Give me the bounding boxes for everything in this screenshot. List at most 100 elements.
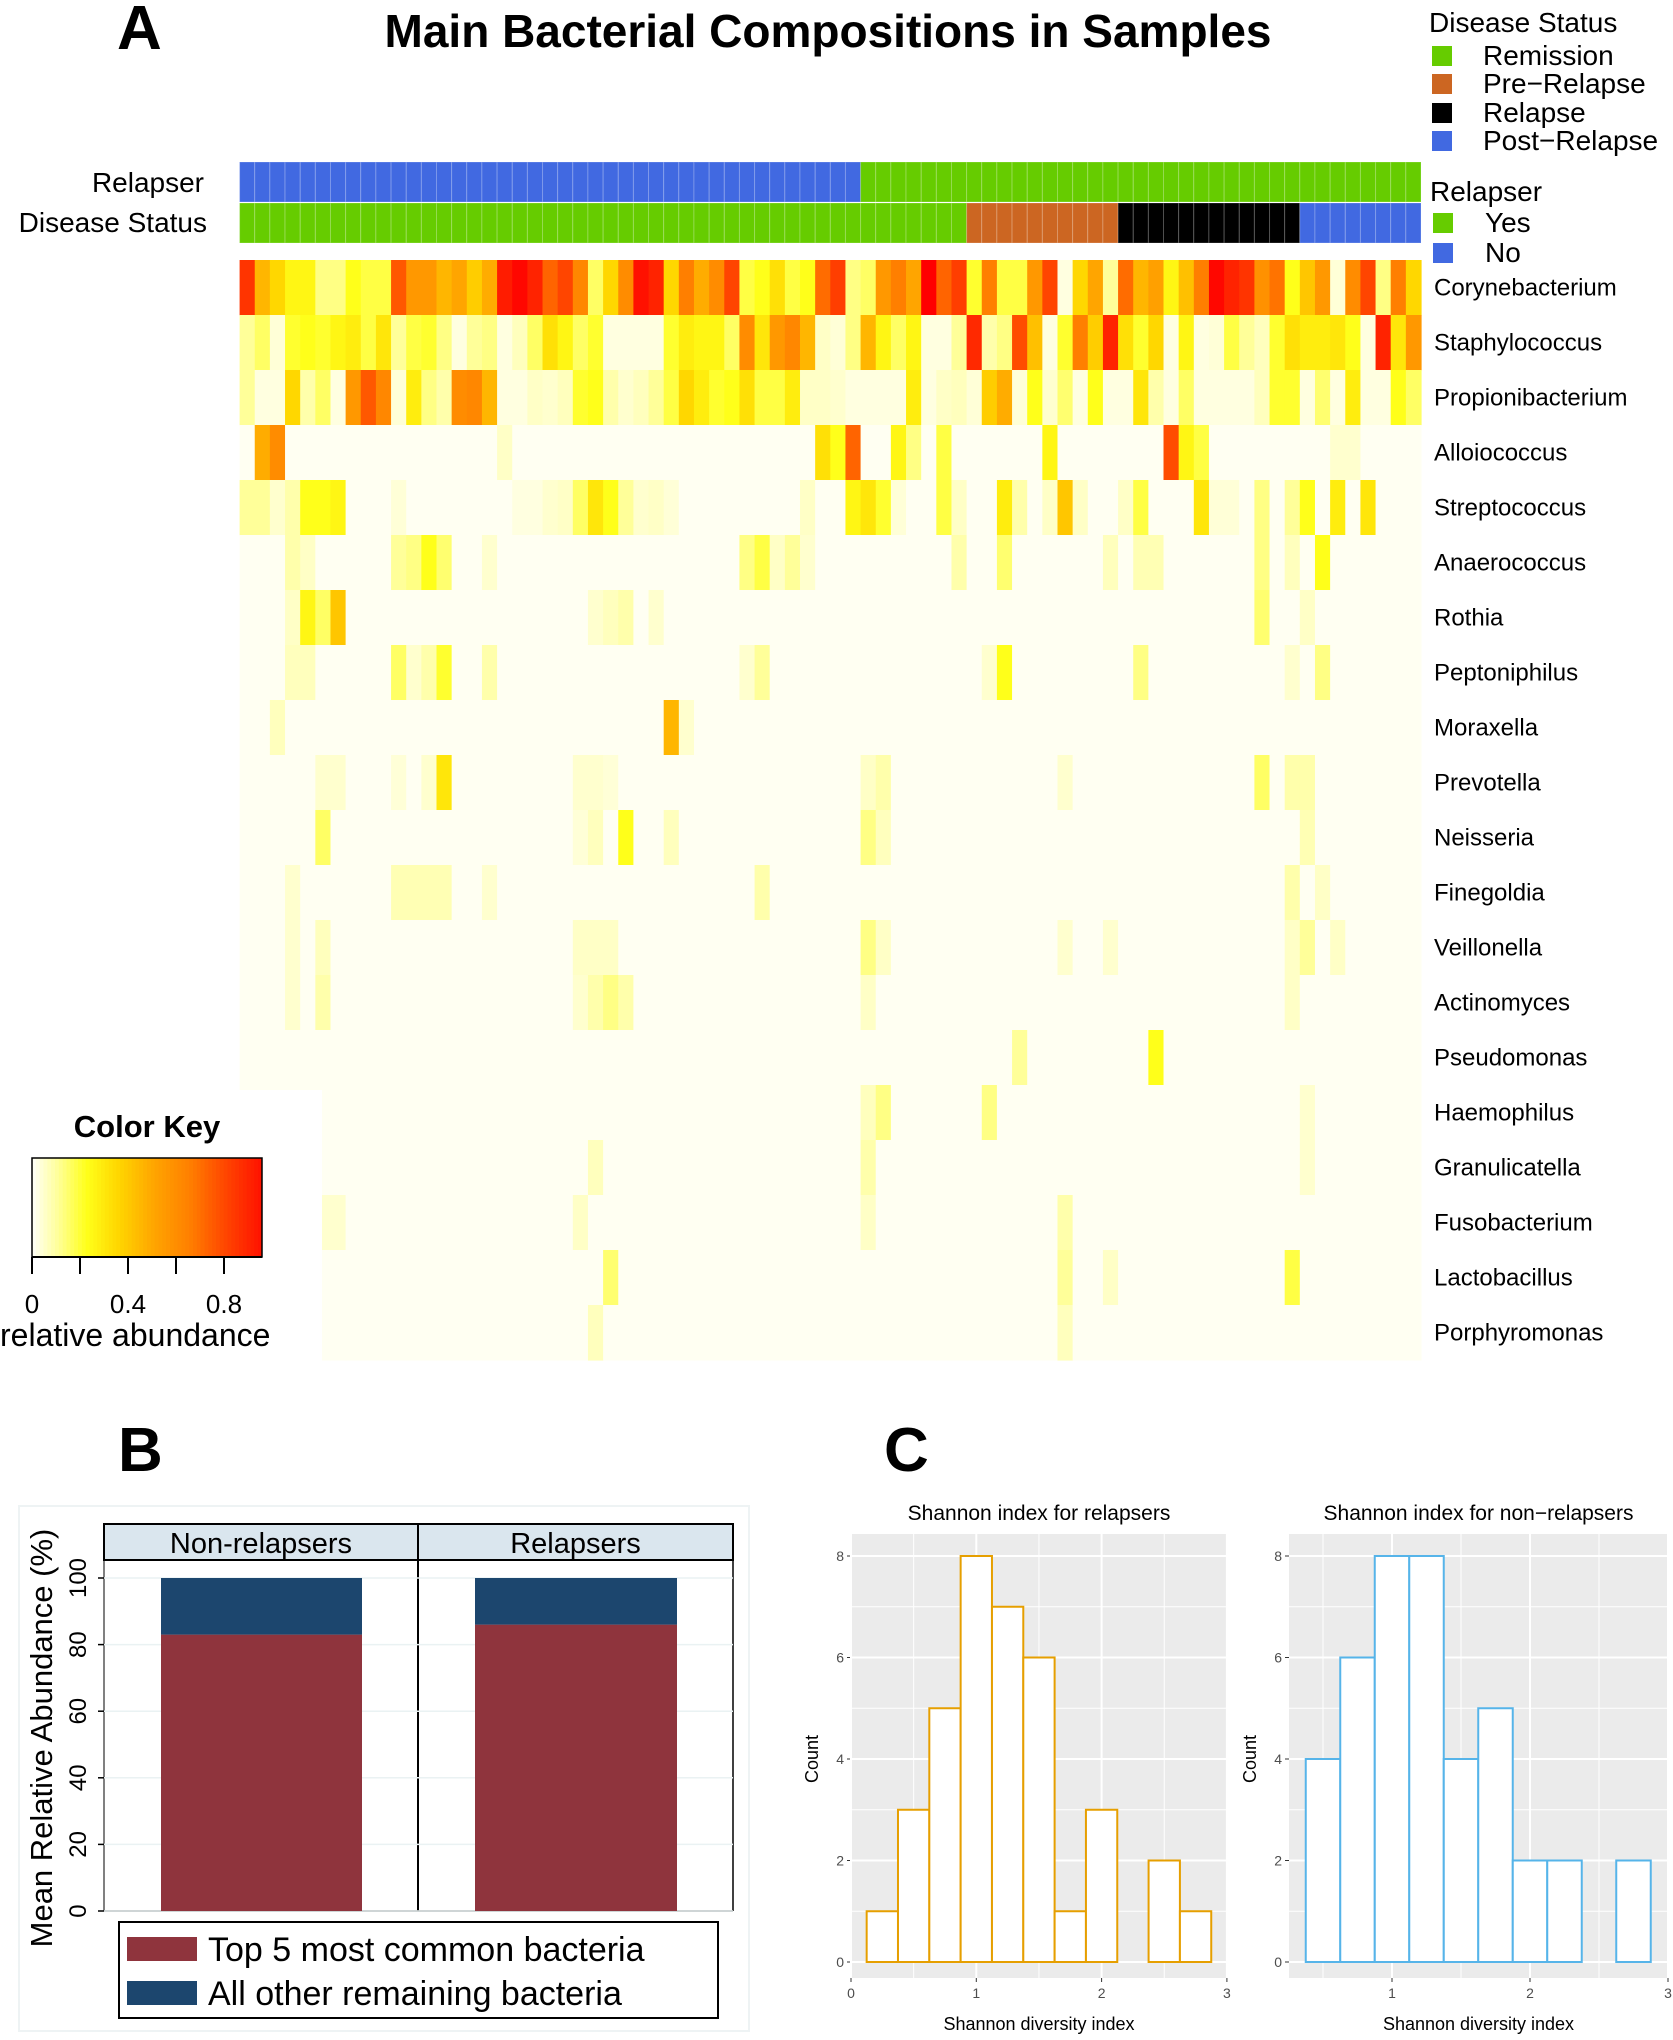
heatmap-cell bbox=[1012, 1305, 1028, 1361]
relapser-annotation-cell bbox=[572, 161, 589, 203]
heatmap-cell bbox=[890, 920, 907, 976]
heatmap-cell bbox=[1027, 1195, 1043, 1251]
heatmap-cell bbox=[784, 1085, 801, 1141]
heatmap-cell bbox=[800, 645, 816, 701]
heatmap-cell bbox=[618, 1250, 634, 1306]
heatmap-cell bbox=[784, 810, 801, 866]
heatmap-cell bbox=[693, 1195, 710, 1251]
heatmap-cell bbox=[678, 920, 695, 976]
heatmap-cell bbox=[739, 755, 756, 811]
heatmap-cell bbox=[663, 590, 680, 646]
heatmap-cell bbox=[678, 755, 695, 811]
heatmap-cell bbox=[663, 920, 680, 976]
heatmap-cell bbox=[1284, 755, 1301, 811]
heatmap-cell bbox=[815, 810, 831, 866]
heatmap-cell bbox=[1224, 425, 1240, 481]
heatmap-cell bbox=[1269, 480, 1286, 536]
heatmap-cell bbox=[1012, 810, 1028, 866]
heatmap-cell bbox=[921, 645, 937, 701]
heatmap-cell bbox=[466, 1250, 483, 1306]
heatmap-cell bbox=[1314, 645, 1331, 701]
heatmap-cell bbox=[1118, 645, 1134, 701]
histogram-ylabel: Count bbox=[1240, 1735, 1260, 1783]
heatmap-cell bbox=[360, 1140, 377, 1196]
heatmap-cell bbox=[406, 700, 422, 756]
disease-status-annotation-cell bbox=[754, 202, 771, 244]
heatmap-cell bbox=[557, 1030, 574, 1086]
color-key-gradient-step bbox=[108, 1158, 113, 1257]
heatmap-cell bbox=[315, 315, 332, 371]
heatmap-cell bbox=[1254, 1030, 1271, 1086]
heatmap-cell bbox=[1133, 1250, 1149, 1306]
heatmap-cell bbox=[481, 1250, 498, 1306]
heatmap-cell bbox=[360, 535, 377, 591]
heatmap-cell bbox=[800, 1195, 816, 1251]
heatmap-cell bbox=[800, 260, 816, 316]
heatmap-cell bbox=[451, 590, 468, 646]
heatmap-cell bbox=[633, 645, 650, 701]
heatmap-cell bbox=[1330, 1305, 1346, 1361]
heatmap-cell bbox=[375, 315, 392, 371]
heatmap-cell bbox=[1148, 315, 1165, 371]
heatmap-cell bbox=[1360, 1250, 1377, 1306]
y-tick-label: 6 bbox=[836, 1650, 844, 1666]
histogram-bar bbox=[1477, 1707, 1514, 1963]
heatmap-cell bbox=[557, 645, 574, 701]
heatmap-cell bbox=[300, 700, 316, 756]
heatmap-cell bbox=[996, 315, 1013, 371]
heatmap-cell bbox=[875, 865, 892, 921]
heatmap-cell bbox=[1178, 1030, 1195, 1086]
heatmap-cell bbox=[527, 920, 544, 976]
heatmap-cell bbox=[481, 920, 498, 976]
color-key-gradient-step bbox=[39, 1158, 44, 1257]
heatmap-cell bbox=[1148, 370, 1165, 426]
heatmap-cell bbox=[1254, 315, 1271, 371]
heatmap-cell bbox=[330, 810, 347, 866]
heatmap-cell bbox=[572, 370, 589, 426]
heatmap-cell bbox=[239, 370, 256, 426]
heatmap-cell bbox=[1208, 370, 1225, 426]
heatmap-cell bbox=[1133, 1305, 1149, 1361]
heatmap-cell bbox=[1299, 975, 1316, 1031]
heatmap-cell bbox=[739, 1140, 756, 1196]
heatmap-cell bbox=[709, 590, 725, 646]
heatmap-cell bbox=[375, 645, 392, 701]
heatmap-cell bbox=[845, 1030, 862, 1086]
color-key-gradient-step bbox=[51, 1158, 56, 1257]
y-tick-label: 4 bbox=[1274, 1751, 1282, 1767]
heatmap-cell bbox=[1390, 535, 1407, 591]
heatmap-cell bbox=[663, 975, 680, 1031]
heatmap-cell bbox=[1087, 370, 1104, 426]
heatmap-cell bbox=[693, 645, 710, 701]
relapser-annotation-cell bbox=[360, 161, 377, 203]
disease-status-annotation-cell bbox=[1299, 202, 1316, 244]
relapser-annotation-cell bbox=[663, 161, 680, 203]
heatmap-cell bbox=[497, 975, 513, 1031]
heatmap-cell bbox=[1042, 920, 1059, 976]
heatmap-cell bbox=[890, 1085, 907, 1141]
heatmap-cell bbox=[1148, 810, 1165, 866]
heatmap-cell bbox=[693, 920, 710, 976]
heatmap-cell bbox=[906, 480, 922, 536]
heatmap-cell bbox=[1163, 920, 1180, 976]
heatmap-cell bbox=[678, 1250, 695, 1306]
heatmap-cell bbox=[481, 755, 498, 811]
color-key-gradient-step bbox=[74, 1158, 79, 1257]
heatmap-cell bbox=[1042, 755, 1059, 811]
heatmap-cell bbox=[557, 1305, 574, 1361]
heatmap-cell bbox=[784, 920, 801, 976]
heatmap-cell bbox=[1208, 315, 1225, 371]
heatmap-cell bbox=[1405, 865, 1422, 921]
disease-status-annotation-cell bbox=[708, 202, 725, 244]
heatmap-cell bbox=[542, 975, 559, 1031]
relapser-annotation-cell bbox=[738, 161, 756, 203]
heatmap-cell bbox=[436, 700, 453, 756]
heatmap-cell bbox=[1163, 260, 1180, 316]
heatmap-cell bbox=[890, 975, 907, 1031]
disease-status-annotation-cell bbox=[496, 202, 513, 244]
histogram-bar bbox=[1373, 1555, 1411, 1963]
heatmap-cell bbox=[391, 645, 407, 701]
relapser-annotation-cell bbox=[405, 161, 422, 203]
heatmap-cell bbox=[709, 810, 725, 866]
relapser-annotation-cell bbox=[1026, 161, 1043, 203]
